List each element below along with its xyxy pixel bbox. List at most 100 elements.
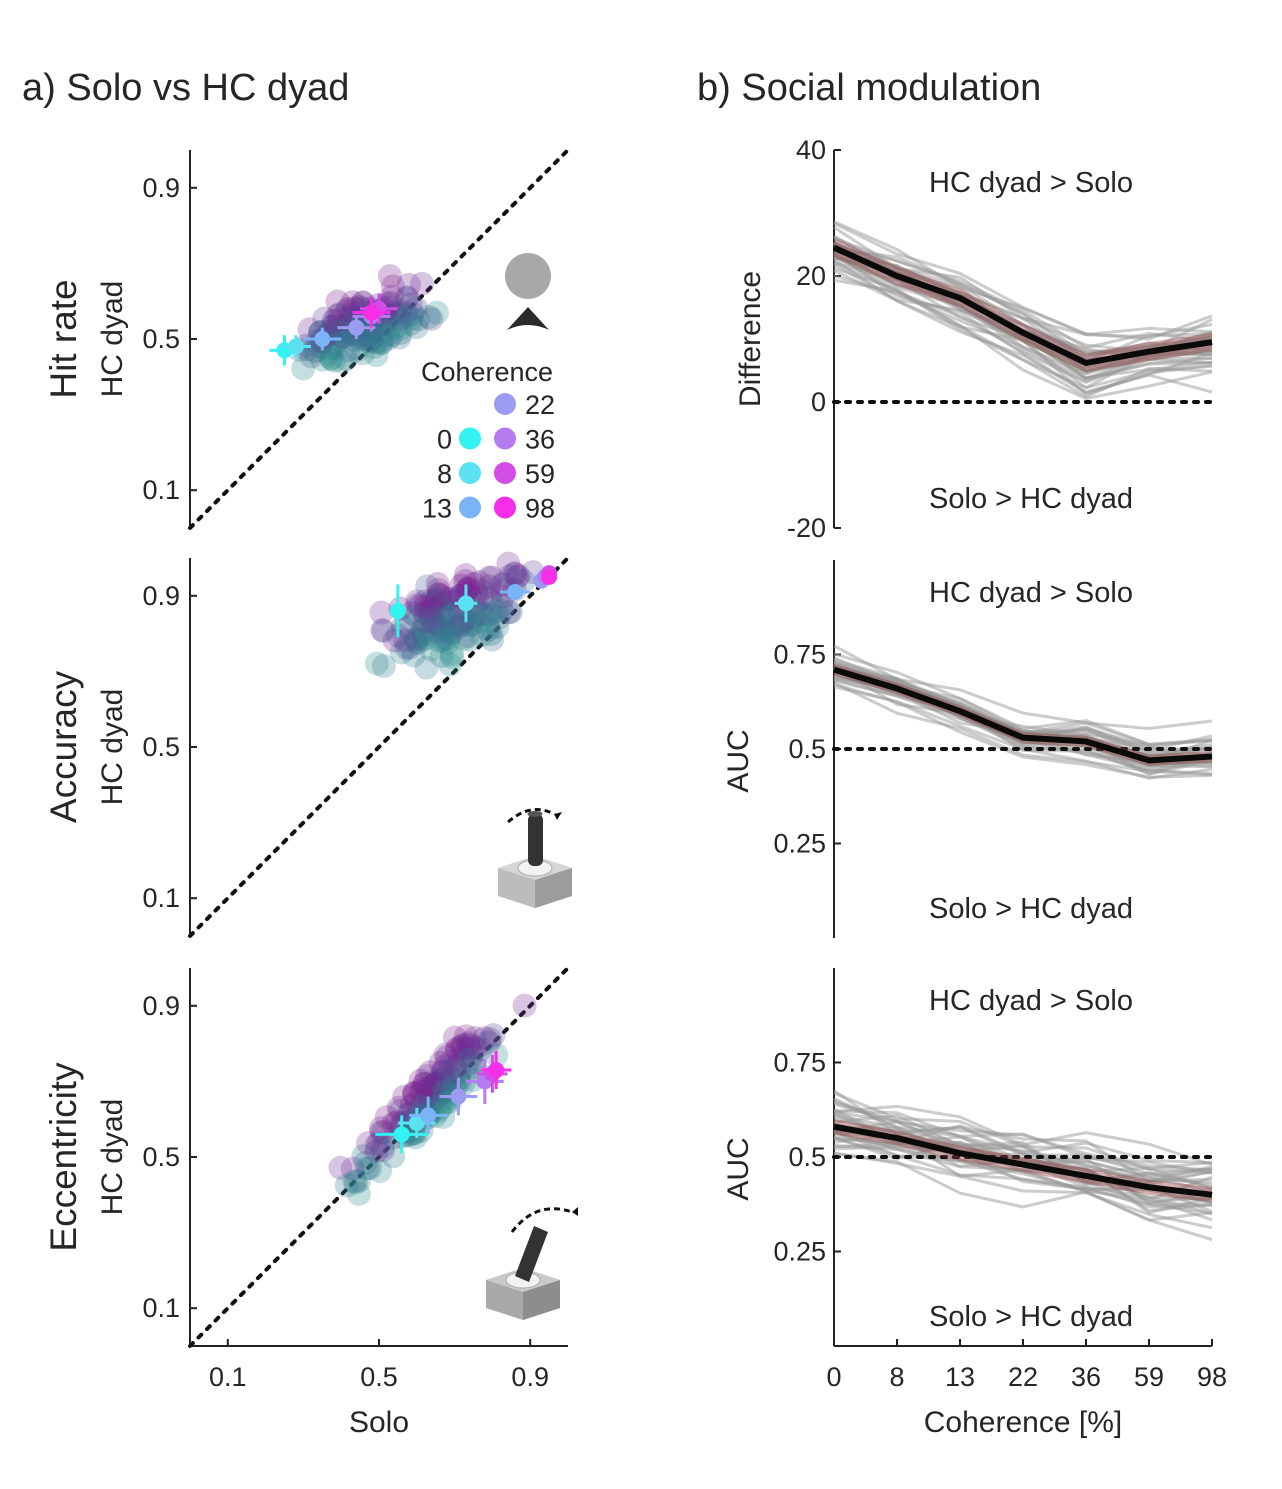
subject-point xyxy=(455,576,480,601)
subject-point xyxy=(342,296,367,321)
subject-point xyxy=(428,615,453,640)
subject-point xyxy=(319,346,344,371)
subject-point xyxy=(469,578,494,603)
subject-point xyxy=(361,335,386,360)
legend-label: 59 xyxy=(525,459,555,489)
subject-point xyxy=(327,307,352,332)
subject-point xyxy=(410,622,435,647)
x-tick-label: 0.1 xyxy=(209,1362,247,1392)
subject-point xyxy=(452,608,477,633)
subject-point xyxy=(455,577,480,602)
subject-point xyxy=(457,1036,482,1061)
subject-point xyxy=(427,582,452,607)
subject-point xyxy=(422,1072,447,1097)
subject-point xyxy=(468,608,493,633)
subject-point xyxy=(436,586,461,611)
subject-point xyxy=(392,1084,417,1109)
subject-point xyxy=(439,620,464,645)
subject-point xyxy=(439,1048,464,1073)
subject-point xyxy=(359,328,384,353)
subject-point xyxy=(368,331,393,356)
subject-point xyxy=(389,640,414,665)
subject-point xyxy=(477,574,502,599)
subject-point xyxy=(420,611,445,636)
legend-title: Coherence xyxy=(421,357,553,387)
subject-line xyxy=(833,1151,1213,1230)
subject-point xyxy=(408,594,433,619)
subject-point xyxy=(393,300,418,325)
subject-point xyxy=(399,306,424,331)
subject-point xyxy=(374,1105,399,1130)
subject-point xyxy=(404,627,429,652)
subject-point xyxy=(386,1095,411,1120)
subject-point xyxy=(355,1156,380,1181)
x-tick-label: 36 xyxy=(1071,1362,1101,1392)
subject-point xyxy=(358,327,383,352)
y-tick-label: 0.5 xyxy=(142,732,180,762)
upper-region-label: HC dyad > Solo xyxy=(929,577,1133,609)
subject-point xyxy=(424,300,449,325)
subject-point xyxy=(336,296,361,321)
legend-marker xyxy=(494,427,516,450)
subject-point xyxy=(429,593,454,618)
mean-point xyxy=(363,304,380,321)
subject-point xyxy=(435,1045,460,1070)
subject-point xyxy=(490,599,515,624)
subject-point xyxy=(319,346,344,371)
mean-point xyxy=(348,319,365,336)
subject-point xyxy=(413,608,438,633)
subject-point xyxy=(322,348,347,373)
subject-point xyxy=(415,626,440,651)
subject-line xyxy=(833,682,1213,779)
subject-point xyxy=(489,594,514,619)
subject-point xyxy=(371,319,396,344)
identity-line xyxy=(188,556,570,938)
lower-region-label: Solo > HC dyad xyxy=(929,1301,1133,1333)
subject-point xyxy=(456,610,481,635)
subject-point xyxy=(432,618,457,643)
subject-point xyxy=(385,300,410,325)
subject-point xyxy=(431,1059,456,1084)
subject-point xyxy=(418,1084,443,1109)
subject-point xyxy=(450,1032,475,1057)
subject-point xyxy=(409,271,434,296)
subject-line xyxy=(833,1152,1213,1242)
subject-point xyxy=(370,618,395,643)
subject-point xyxy=(426,578,451,603)
y-axis-label: HC dyad xyxy=(96,281,129,398)
subject-point xyxy=(364,1139,389,1164)
subject-point xyxy=(458,1047,483,1072)
subject-point xyxy=(476,613,501,638)
subject-point xyxy=(425,588,450,613)
subject-point xyxy=(456,1032,481,1057)
subject-point xyxy=(426,620,451,645)
subject-point xyxy=(450,1036,475,1061)
legend-label: 98 xyxy=(525,494,555,524)
subject-point xyxy=(456,1031,481,1056)
legend-label: 22 xyxy=(525,390,555,420)
subject-point xyxy=(429,644,454,669)
subject-point xyxy=(429,604,454,629)
subject-point xyxy=(415,574,440,599)
subject-point xyxy=(408,1068,433,1093)
subject-point xyxy=(453,569,478,594)
subject-point xyxy=(425,1070,450,1095)
subject-point xyxy=(325,289,350,314)
subject-point xyxy=(431,603,456,628)
x-tick-label: 13 xyxy=(945,1362,975,1392)
subject-point xyxy=(438,652,463,677)
subject-point xyxy=(428,584,453,609)
subject-point xyxy=(477,586,502,611)
x-tick-label: 0.5 xyxy=(360,1362,398,1392)
subject-point xyxy=(440,613,465,638)
subject-point xyxy=(291,356,316,381)
subject-point xyxy=(413,600,438,625)
subject-point xyxy=(478,602,503,627)
subject-point xyxy=(323,313,348,338)
subject-point xyxy=(394,304,419,329)
subject-point xyxy=(330,325,355,350)
subject-point xyxy=(472,1026,497,1051)
subject-point xyxy=(363,330,388,355)
subject-point xyxy=(449,1034,474,1059)
subject-point xyxy=(485,614,510,639)
